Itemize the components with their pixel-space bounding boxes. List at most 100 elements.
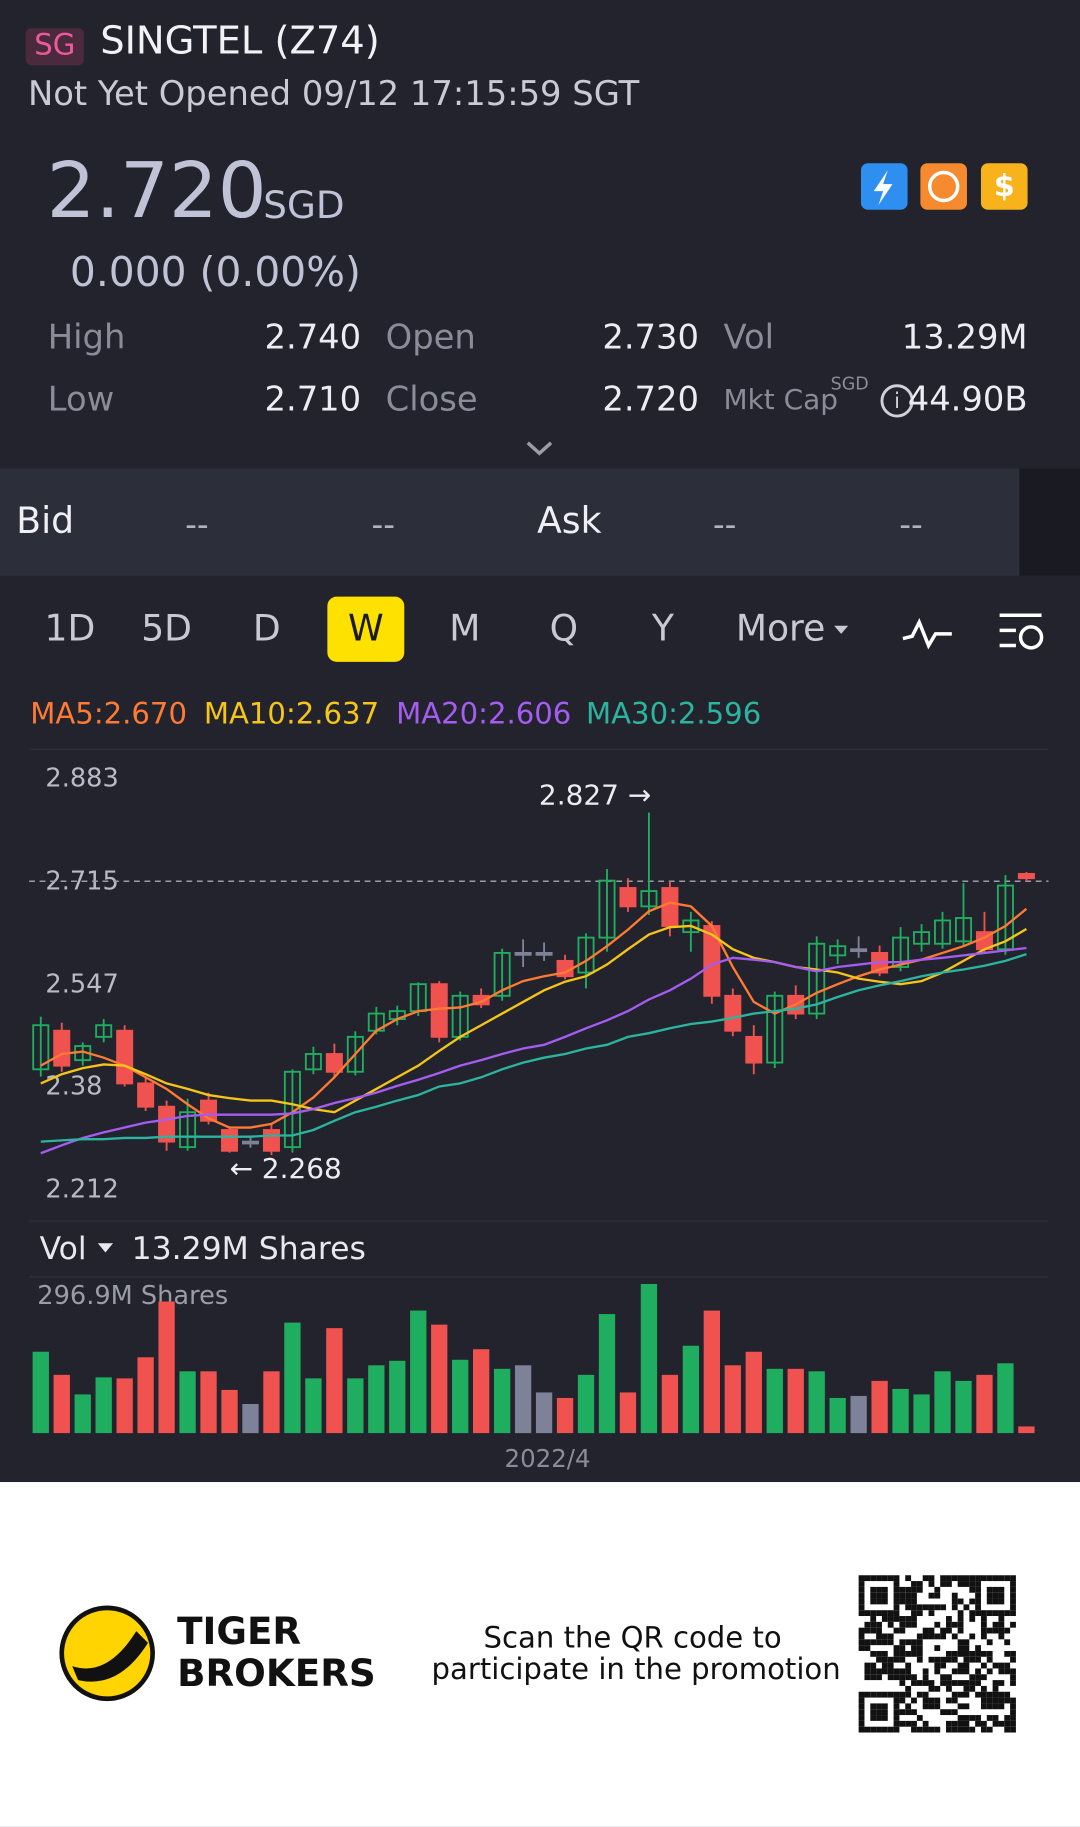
expand-chevron[interactable] (526, 441, 553, 456)
qr-module (922, 1703, 929, 1710)
qr-module (1010, 1592, 1016, 1599)
qr-module (969, 1685, 976, 1692)
qr-module (928, 1703, 935, 1710)
candle-body (808, 942, 826, 1015)
qr-module (969, 1726, 976, 1733)
qr-module (922, 1633, 929, 1640)
qr-module (922, 1726, 929, 1733)
volume-bar (913, 1394, 930, 1434)
qr-module (870, 1691, 877, 1698)
qr-module (870, 1616, 877, 1622)
qr-module (951, 1697, 958, 1704)
qr-module (899, 1650, 906, 1657)
qr-module (963, 1726, 970, 1733)
qr-module (998, 1691, 1005, 1698)
qr-module (998, 1697, 1005, 1704)
qr-module (1010, 1610, 1016, 1617)
bid-value: -- (372, 506, 396, 544)
qr-module (916, 1656, 923, 1663)
qr-module (905, 1616, 912, 1622)
volume-bar (577, 1374, 595, 1434)
volume-bar (493, 1368, 511, 1434)
stat-value: 2.720 (602, 379, 699, 418)
indicator-icon[interactable] (902, 617, 952, 650)
qr-module (946, 1720, 952, 1727)
qr-module (893, 1720, 900, 1727)
qr-module (951, 1592, 958, 1599)
qr-module (998, 1610, 1005, 1617)
icon-trade[interactable] (920, 163, 967, 210)
qr-module (940, 1680, 947, 1686)
volume-dropdown[interactable] (97, 1243, 114, 1253)
qr-module (858, 1703, 865, 1710)
settings-gear (1018, 625, 1044, 650)
qr-module (864, 1645, 871, 1651)
qr-module (893, 1627, 900, 1634)
qr-module (946, 1697, 952, 1704)
qr-module (986, 1668, 993, 1675)
qr-module (870, 1586, 877, 1593)
period[interactable]: 5D (141, 606, 192, 649)
qr-module (916, 1610, 923, 1617)
qr-module (946, 1680, 952, 1686)
qr-module (916, 1650, 923, 1657)
period[interactable]: W (348, 606, 384, 649)
settings-icon[interactable] (999, 613, 1044, 650)
ma-line (40, 924, 1027, 1114)
qr-module (940, 1656, 947, 1663)
qr-module (887, 1639, 894, 1646)
qr-module (881, 1610, 888, 1617)
candle-body (283, 1070, 301, 1149)
candle-body (137, 1082, 155, 1108)
qr-module (951, 1691, 958, 1698)
qr-module (905, 1685, 912, 1692)
icon-flash-glyph (873, 170, 893, 206)
period[interactable]: D (253, 606, 281, 649)
qr-module (876, 1627, 882, 1634)
qr-module (928, 1726, 935, 1733)
qr-module (986, 1691, 993, 1698)
qr-module (911, 1592, 917, 1599)
qr-module (986, 1715, 993, 1721)
candle-body (934, 919, 952, 945)
qr-module (957, 1610, 964, 1617)
period[interactable]: Q (550, 606, 578, 649)
qr-module (881, 1715, 888, 1721)
qr-module (928, 1610, 935, 1617)
period[interactable]: M (449, 606, 480, 649)
qr-module (911, 1616, 917, 1622)
high-annotation: 2.827 → (539, 778, 651, 811)
qr-module (986, 1697, 993, 1704)
ma-legend: MA10:2.637 (204, 696, 379, 730)
ask-value: -- (899, 506, 923, 544)
candle-body (53, 1029, 71, 1067)
ma-line (40, 946, 1027, 1155)
icon-dividend[interactable] (980, 163, 1028, 210)
qr-module (992, 1598, 999, 1605)
qr-module (881, 1726, 888, 1733)
candle-body (221, 1129, 239, 1152)
period[interactable]: 1D (45, 606, 96, 649)
qr-module (928, 1656, 935, 1663)
candle-body (892, 936, 910, 968)
qr-module (975, 1691, 981, 1698)
period[interactable]: More (736, 606, 826, 649)
qr-module (957, 1715, 964, 1721)
qr-module (951, 1656, 958, 1663)
qr-module (858, 1645, 865, 1651)
qr-module (980, 1575, 987, 1582)
qr-code[interactable] (858, 1575, 1016, 1733)
qr-module (911, 1586, 917, 1593)
qr-module (928, 1592, 935, 1599)
period[interactable]: Y (651, 606, 675, 649)
qr-module (905, 1709, 912, 1716)
qr-module (975, 1650, 981, 1657)
qr-module (963, 1662, 970, 1669)
volume-bar (619, 1392, 637, 1434)
qr-module (858, 1598, 865, 1605)
settings-lines (999, 613, 1042, 648)
volume-bar (745, 1351, 762, 1434)
volume-bar (661, 1374, 679, 1434)
qr-module (911, 1680, 917, 1686)
volume-bar (892, 1388, 909, 1434)
